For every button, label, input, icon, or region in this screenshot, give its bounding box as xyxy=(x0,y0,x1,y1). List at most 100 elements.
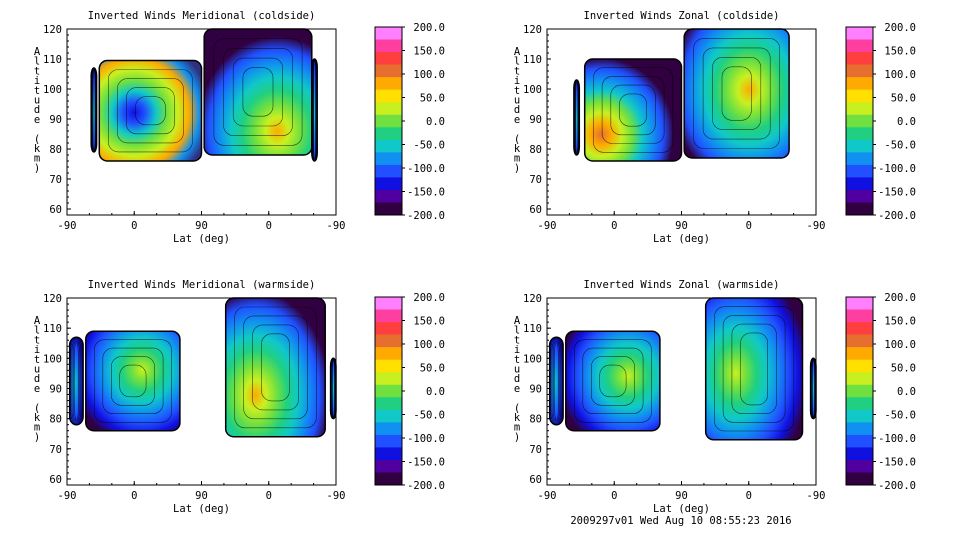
colorbar-swatch xyxy=(375,64,402,78)
colorbar-tick-label: 150.0 xyxy=(884,46,916,58)
y-tick-label: 90 xyxy=(49,114,62,126)
colorbar-swatch xyxy=(846,347,873,361)
y-tick-label: 70 xyxy=(49,174,62,186)
contour-line xyxy=(619,93,647,127)
chart-title: Inverted Winds Meridional (coldside) xyxy=(88,10,316,22)
contour-line xyxy=(119,364,147,398)
colorbar-swatch xyxy=(375,422,402,436)
contour-line xyxy=(108,69,193,153)
x-tick-label: 0 xyxy=(131,490,137,502)
colorbar-swatch xyxy=(846,177,873,191)
contour-line xyxy=(573,339,652,423)
contour-region xyxy=(565,330,661,432)
colorbar-swatch xyxy=(846,164,873,178)
x-tick-label: 0 xyxy=(611,220,617,232)
y-tick-label: 120 xyxy=(523,24,542,36)
colorbar-swatch xyxy=(375,27,402,41)
contour-region xyxy=(704,297,804,441)
y-tick-label: 80 xyxy=(529,414,542,426)
colorbar-swatch xyxy=(846,77,873,91)
chart-title: Inverted Winds Meridional (warmside) xyxy=(88,279,316,291)
colorbar-swatch xyxy=(846,422,873,436)
colorbar-tick-label: 50.0 xyxy=(420,363,445,375)
colorbar-swatch xyxy=(846,127,873,141)
contour-line xyxy=(213,38,303,146)
colorbar-tick-label: 0.0 xyxy=(426,116,445,128)
colorbar-swatch xyxy=(846,27,873,41)
x-tick-label: 0 xyxy=(131,220,137,232)
colorbar-swatch xyxy=(846,52,873,66)
x-tick-label: -90 xyxy=(807,220,826,232)
colorbar-swatch xyxy=(846,472,873,486)
contour-line xyxy=(731,323,777,414)
y-tick-label: 90 xyxy=(529,384,542,396)
y-tick-label: 100 xyxy=(523,353,542,365)
contour-line xyxy=(223,48,293,137)
contour-line xyxy=(92,69,96,151)
colorbar-swatch xyxy=(846,297,873,311)
colorbar-swatch xyxy=(375,164,402,178)
colorbar-swatch xyxy=(846,359,873,373)
colorbar-tick-label: -50.0 xyxy=(413,140,445,152)
contour-line xyxy=(135,96,166,126)
colorbar-swatch xyxy=(375,309,402,323)
colorbar-tick-label: 100.0 xyxy=(884,69,916,81)
colorbar-swatch xyxy=(846,89,873,103)
x-tick-label: 0 xyxy=(746,490,752,502)
contour-line xyxy=(811,358,816,418)
x-tick-label: -90 xyxy=(58,490,77,502)
contour-line xyxy=(812,359,815,417)
colorbar-swatch xyxy=(846,434,873,448)
colorbar-swatch xyxy=(846,322,873,336)
colorbar-tick-label: -150.0 xyxy=(878,187,916,199)
y-tick-label: 60 xyxy=(49,204,62,216)
x-tick-label: -90 xyxy=(327,220,346,232)
colorbar-swatch xyxy=(375,39,402,53)
colorbar-swatch xyxy=(375,297,402,311)
contour-line xyxy=(551,339,561,423)
panel-2: Inverted Winds Zonal (coldside) -90 0 90 0 -9… xyxy=(514,10,916,245)
colorbar-tick-label: -150.0 xyxy=(407,457,445,469)
contour-line xyxy=(582,347,644,415)
y-tick-label: 60 xyxy=(529,204,542,216)
y-tick-label: 120 xyxy=(523,293,542,305)
colorbar-swatch xyxy=(846,152,873,166)
y-tick-label: 100 xyxy=(43,84,62,96)
footer-timestamp: 2009297v01 Wed Aug 10 08:55:23 2016 xyxy=(570,515,791,527)
contour-region xyxy=(583,58,683,162)
colorbar-tick-label: -100.0 xyxy=(407,163,445,175)
y-tick-label: 70 xyxy=(529,174,542,186)
contour-line xyxy=(126,87,175,135)
colorbar-tick-label: 150.0 xyxy=(413,316,445,328)
y-tick-label: 100 xyxy=(43,353,62,365)
colorbar-swatch xyxy=(846,102,873,116)
contour-line xyxy=(91,68,97,152)
colorbar-swatch xyxy=(846,447,873,461)
contour-line xyxy=(102,347,164,415)
colorbar-tick-label: -200.0 xyxy=(407,210,445,222)
contour-line xyxy=(714,306,795,432)
colorbar-swatch xyxy=(375,459,402,473)
colorbar-swatch xyxy=(375,397,402,411)
contour-line xyxy=(243,315,308,420)
colorbar-tick-label: 100.0 xyxy=(413,339,445,351)
contour-region xyxy=(85,330,181,432)
contour-line xyxy=(70,338,83,424)
colorbar-tick-label: 200.0 xyxy=(884,22,916,34)
chart-title: Inverted Winds Zonal (warmside) xyxy=(584,279,780,291)
colorbar-swatch xyxy=(375,177,402,191)
colorbar-tick-label: 200.0 xyxy=(413,292,445,304)
x-tick-label: 90 xyxy=(675,490,688,502)
y-tick-label: 110 xyxy=(523,54,542,66)
contour-line xyxy=(702,47,771,140)
colorbar-swatch xyxy=(846,384,873,398)
x-tick-label: 90 xyxy=(195,490,208,502)
colorbar-swatch xyxy=(846,202,873,216)
colorbar-swatch xyxy=(846,189,873,203)
colorbar-swatch xyxy=(375,89,402,103)
x-tick-label: 0 xyxy=(746,220,752,232)
colorbar-tick-label: 50.0 xyxy=(891,93,916,105)
